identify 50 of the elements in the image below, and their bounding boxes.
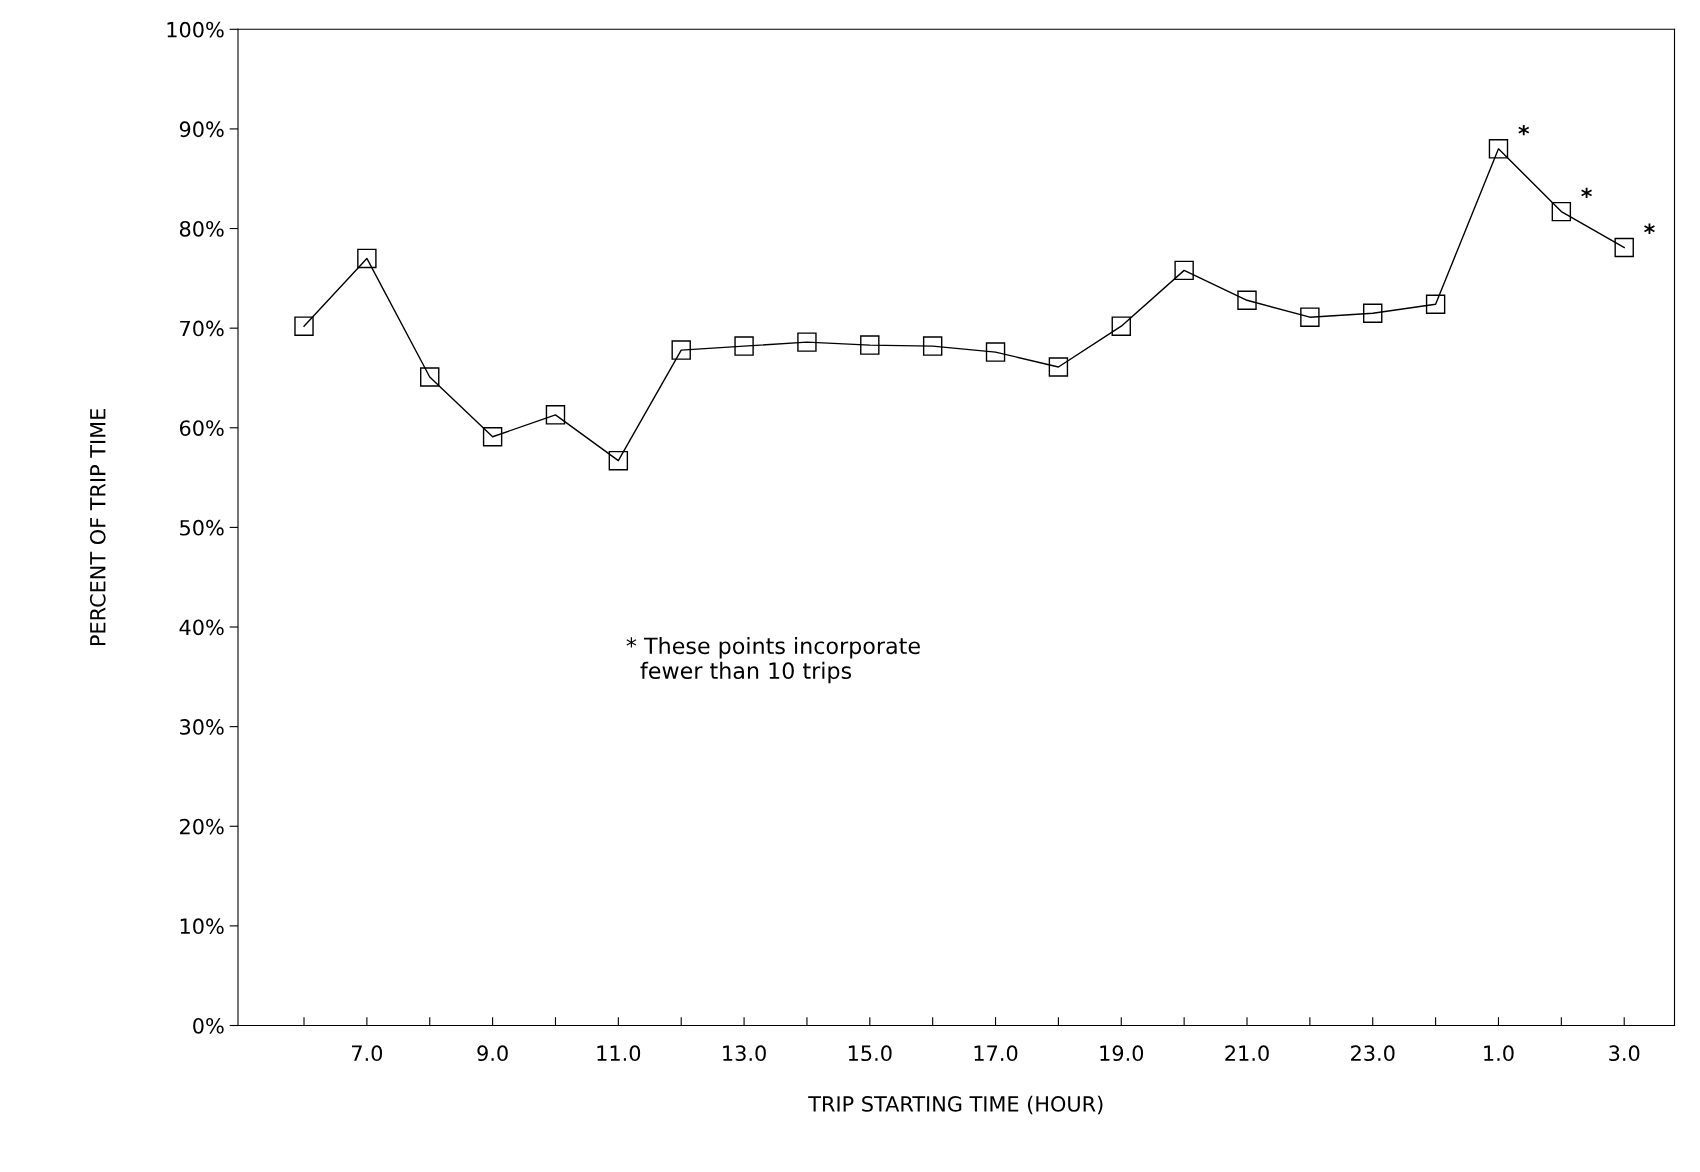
point [860,335,880,355]
y-axis-title: PERCENT OF TRIP TIME [89,409,106,646]
x-tick-label: 23.0 [1351,1045,1395,1062]
annotation: * These points incorporate fewer than 10 trips [626,636,920,684]
x-axis-title: TRIP STARTING TIME (HOUR) [808,1095,1103,1115]
point [420,367,440,387]
point [482,427,503,447]
point [1174,260,1194,281]
point [922,336,943,356]
point [734,336,754,356]
point [1551,201,1572,222]
y-tick-label: 20% [180,818,224,835]
x-tick-label: 9.0 [477,1045,508,1062]
point [608,450,629,471]
point [1237,290,1257,310]
point [1363,303,1383,323]
y-tick-label: 40% [179,619,224,636]
point [1048,357,1069,377]
point [1300,307,1320,327]
x-tick-label: 1.0 [1484,1045,1514,1062]
point [797,332,817,352]
y-tick-label: 80% [179,220,224,237]
point [671,340,691,360]
y-tick-label: 100% [167,21,224,38]
x-tick-label: 13.0 [723,1045,766,1062]
y-tick-label: 10% [180,918,224,935]
x-tick-label: 17.0 [974,1045,1018,1062]
x-tick-label: 3.0 [1609,1045,1640,1062]
point [1111,316,1131,336]
point [545,405,566,425]
point [1425,294,1446,314]
point [357,248,377,269]
y-tick-label: 90% [179,121,224,138]
y-tick-label: 0% [193,1017,224,1034]
point [1614,237,1634,258]
x-tick-label: 21.0 [1225,1045,1269,1062]
y-tick-label: 70% [180,320,224,337]
y-tick-label: 60% [179,420,224,436]
y-tick-label: 50% [180,519,224,536]
point [1488,139,1509,159]
data-label: * [1644,223,1655,234]
x-tick-label: 19.0 [1100,1045,1144,1062]
x-tick-label: 11.0 [597,1045,641,1062]
y-tick-label: 30% [180,719,224,735]
point [294,316,314,336]
data-label: * [1581,187,1592,199]
point [985,342,1006,362]
x-tick-label: 15.0 [848,1045,892,1062]
data-label: * [1518,124,1530,136]
x-tick-label: 7.0 [352,1045,383,1062]
